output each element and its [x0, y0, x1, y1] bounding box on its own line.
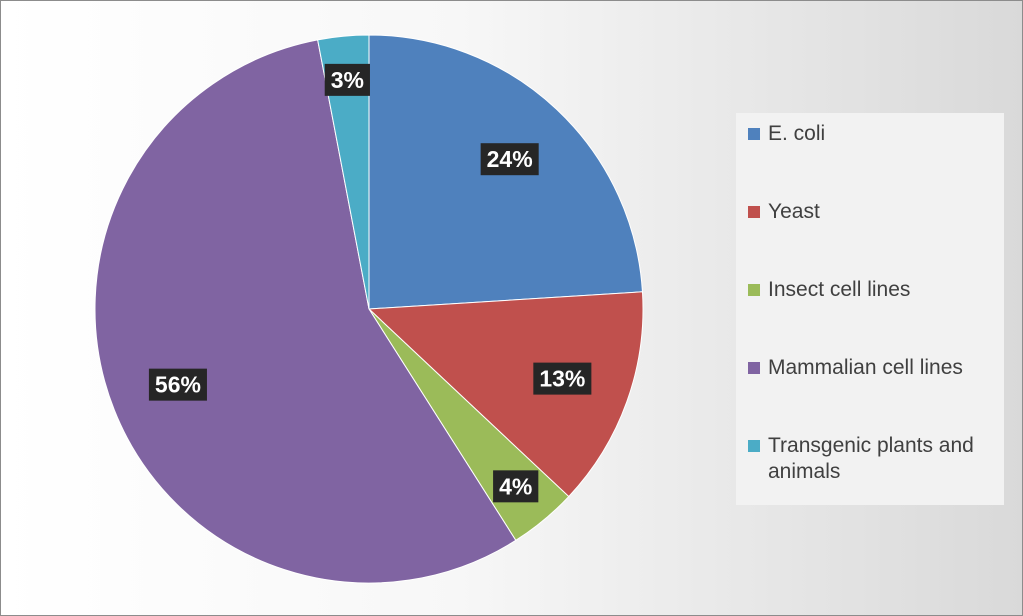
data-label-text: 56% — [155, 372, 201, 398]
data-label-text: 24% — [487, 146, 533, 172]
legend-label: E. coli — [768, 122, 826, 145]
data-label: 13% — [533, 362, 592, 395]
legend-swatch — [748, 128, 760, 140]
legend-label: Insect cell lines — [768, 278, 911, 301]
pie-slice-mammalian-cell-lines — [94, 39, 517, 584]
legend-label: Mammalian cell lines — [768, 356, 963, 379]
pie-slices — [94, 34, 644, 584]
legend-item-yeast: Yeast — [748, 199, 994, 277]
legend-swatch — [748, 440, 760, 452]
legend-swatch — [748, 206, 760, 218]
data-label-background — [493, 470, 539, 503]
legend-swatch — [748, 284, 760, 296]
pie-slice-transgenic-plants-and-animals — [317, 34, 370, 310]
data-label-background — [148, 368, 207, 401]
legend-swatch — [748, 362, 760, 374]
data-label: 4% — [493, 470, 539, 503]
legend-label: Transgenic plants and animals — [768, 434, 974, 483]
legend-item-e-coli: E. coli — [748, 121, 994, 199]
data-label: 3% — [324, 63, 370, 96]
legend-item-insect-cell-lines: Insect cell lines — [748, 277, 994, 355]
data-label: 24% — [480, 143, 539, 176]
data-label-background — [533, 362, 592, 395]
data-label-text: 4% — [499, 473, 532, 499]
data-label: 56% — [148, 368, 207, 401]
data-label-text: 3% — [331, 67, 364, 93]
pie-slice-yeast — [367, 291, 644, 498]
legend-label: Yeast — [768, 200, 820, 223]
data-label-background — [324, 63, 370, 96]
data-label-background — [480, 143, 539, 176]
data-label-text: 13% — [539, 366, 585, 392]
legend-item-mammalian-cell-lines: Mammalian cell lines — [748, 355, 994, 433]
legend-item-transgenic-plants-and-animals: Transgenic plants and animals — [748, 433, 994, 511]
legend: E. coli Yeast Insect cell lines Mammalia… — [736, 113, 1004, 505]
data-labels: 24% 13% 4% 56% 3% — [148, 63, 592, 503]
